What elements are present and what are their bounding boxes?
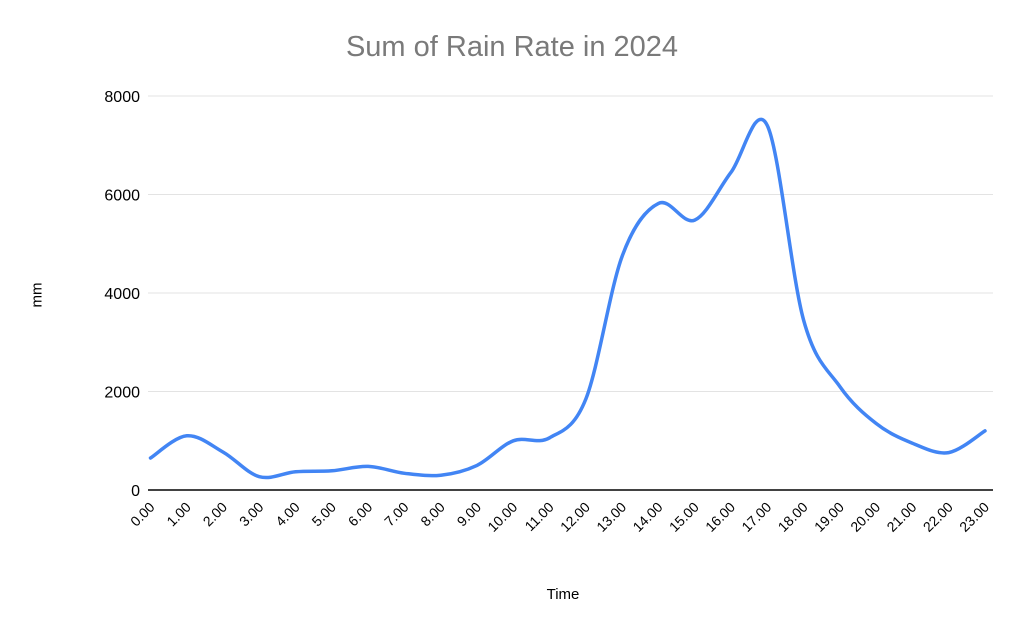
y-tick-label: 0 — [131, 483, 140, 500]
x-tick-label: 7.00 — [381, 499, 412, 530]
x-tick-label: 23.00 — [956, 499, 992, 535]
x-tick-label: 1.00 — [163, 499, 194, 530]
x-tick-label: 21.00 — [883, 499, 919, 535]
x-tick-label: 10.00 — [484, 499, 520, 535]
x-tick-label: 19.00 — [811, 499, 847, 535]
x-tick-label: 3.00 — [236, 499, 267, 530]
x-tick-label: 17.00 — [738, 499, 774, 535]
x-tick-label: 12.00 — [557, 499, 593, 535]
x-tick-label: 5.00 — [308, 499, 339, 530]
x-axis-title: Time — [546, 586, 580, 603]
x-tick-label: 8.00 — [417, 499, 448, 530]
x-tick-label: 4.00 — [272, 499, 303, 530]
chart-title: Sum of Rain Rate in 2024 — [345, 31, 679, 63]
series-line — [148, 117, 987, 480]
x-tick-label: 9.00 — [454, 499, 485, 530]
x-tick-label: 11.00 — [521, 499, 557, 535]
x-tick-label: 2.00 — [200, 499, 231, 530]
y-tick-label: 2000 — [104, 385, 140, 402]
x-tick-label: 15.00 — [666, 499, 702, 535]
x-tick-label: 13.00 — [593, 499, 629, 535]
x-tick-label: 20.00 — [847, 499, 883, 535]
x-tick-label: 0.00 — [127, 499, 158, 530]
y-tick-label: 4000 — [104, 286, 140, 303]
x-tick-label: 6.00 — [345, 499, 376, 530]
y-tick-label: 6000 — [104, 188, 140, 205]
y-tick-label: 8000 — [104, 89, 140, 106]
x-tick-label: 16.00 — [702, 499, 738, 535]
x-tick-label: 14.00 — [629, 499, 665, 535]
x-tick-label: 22.00 — [920, 499, 956, 535]
x-tick-label: 18.00 — [775, 499, 811, 535]
